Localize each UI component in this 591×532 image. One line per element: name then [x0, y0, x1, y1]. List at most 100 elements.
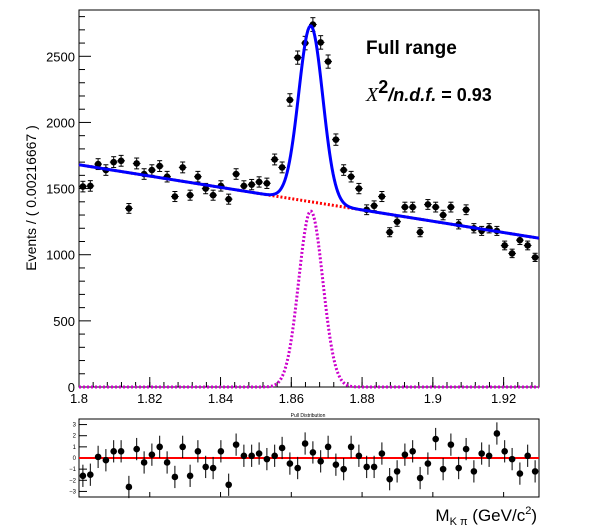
- data-point: [125, 205, 133, 212]
- data-point: [370, 202, 378, 210]
- data-point: [347, 173, 355, 180]
- pull-y-tick-label: 3: [73, 423, 77, 429]
- pull-point: [363, 463, 370, 471]
- data-point: [255, 178, 263, 186]
- data-point: [501, 242, 508, 249]
- data-point: [324, 58, 332, 65]
- data-point: [240, 182, 248, 190]
- data-point: [378, 193, 386, 200]
- pull-point: [286, 460, 294, 467]
- y-axis-label: Events / ( 0.00216667 ): [23, 125, 39, 271]
- chi2-superscript: 2: [378, 77, 388, 97]
- chi2-value: = 0.93: [436, 85, 492, 105]
- pull-y-tick-label: 2: [73, 434, 77, 440]
- x-axis-label: MK π (GeV/c2): [435, 505, 537, 528]
- pull-point: [447, 441, 455, 448]
- data-point: [439, 211, 447, 219]
- pull-point: [424, 460, 432, 467]
- y-tick-label: 1500: [46, 182, 75, 197]
- data-point: [294, 54, 301, 61]
- pull-point: [455, 464, 462, 472]
- data-point: [110, 158, 117, 166]
- x-axis-label-units-sup: 2: [525, 505, 531, 517]
- x-tick-label: 1.9: [424, 391, 442, 406]
- data-point: [79, 183, 87, 190]
- data-point: [524, 242, 531, 249]
- pull-point: [156, 443, 163, 451]
- data-point: [171, 193, 179, 200]
- data-point: [232, 170, 240, 178]
- data-point: [248, 181, 255, 188]
- data-point: [340, 166, 347, 174]
- pull-point: [340, 465, 347, 473]
- pull-point: [271, 452, 278, 460]
- data-point: [393, 218, 401, 225]
- data-point: [117, 157, 125, 165]
- pull-point: [163, 459, 171, 466]
- pull-point: [531, 468, 539, 475]
- data-point: [186, 191, 194, 199]
- pull-point: [332, 461, 340, 468]
- chi2-symbol: X: [365, 84, 379, 106]
- pull-point: [217, 448, 225, 455]
- pull-point: [194, 448, 202, 455]
- data-point: [133, 160, 140, 167]
- data-point: [94, 160, 102, 168]
- pull-point: [133, 445, 140, 453]
- pull-point: [209, 464, 217, 472]
- pull-y-tick-label: −3: [69, 489, 77, 495]
- pull-point: [248, 452, 255, 460]
- pull-plot-area: −3 −2 −1 0 1 2 3: [69, 422, 539, 499]
- data-point: [209, 191, 217, 199]
- data-point: [462, 206, 470, 214]
- pull-point: [409, 448, 416, 455]
- range-label: Full range: [366, 38, 457, 59]
- data-point: [148, 166, 156, 174]
- pull-point: [263, 455, 271, 463]
- pull-point: [186, 472, 194, 480]
- signal-curve: [79, 209, 539, 389]
- pull-point: [524, 452, 531, 460]
- pull-point: [393, 468, 401, 475]
- data-point: [156, 162, 163, 170]
- data-point: [179, 164, 186, 171]
- data-point: [225, 195, 232, 203]
- x-tick-label: 1.86: [279, 391, 304, 406]
- pull-point: [478, 450, 485, 457]
- pull-point: [470, 468, 478, 475]
- pull-point: [240, 452, 248, 460]
- pull-point: [432, 435, 439, 443]
- chi2-ndf: /n.d.f.: [387, 85, 436, 105]
- total-fit-curve: [78, 24, 540, 240]
- data-point: [332, 136, 340, 143]
- pull-y-tick-label: −1: [69, 467, 77, 473]
- y-tick-label: 500: [53, 314, 75, 329]
- pull-point: [386, 475, 393, 483]
- data-point: [401, 203, 409, 211]
- data-point: [409, 203, 416, 211]
- pull-point: [516, 470, 524, 477]
- pull-point: [301, 440, 309, 447]
- pull-point: [493, 430, 501, 437]
- data-point: [87, 182, 94, 190]
- x-tick-label: 1.88: [349, 391, 374, 406]
- data-point: [416, 228, 424, 236]
- pull-y-tick-label: 1: [73, 445, 77, 451]
- x-axis-label-sub: K π: [450, 516, 468, 528]
- pull-point: [179, 443, 186, 451]
- data-point: [386, 228, 393, 236]
- x-axis-label-units: (GeV/c: [468, 506, 526, 525]
- pull-point: [324, 443, 332, 451]
- data-point: [531, 254, 539, 261]
- data-point: [202, 185, 209, 192]
- pull-y-tick-label: −2: [69, 478, 77, 484]
- pull-point: [148, 451, 156, 458]
- pull-point: [171, 473, 179, 481]
- pull-point: [378, 450, 386, 457]
- pull-point: [462, 445, 470, 453]
- x-tick-label: 1.84: [208, 391, 233, 406]
- data-point: [286, 96, 294, 104]
- pull-point: [317, 458, 324, 465]
- x-tick-label: 1.92: [491, 391, 516, 406]
